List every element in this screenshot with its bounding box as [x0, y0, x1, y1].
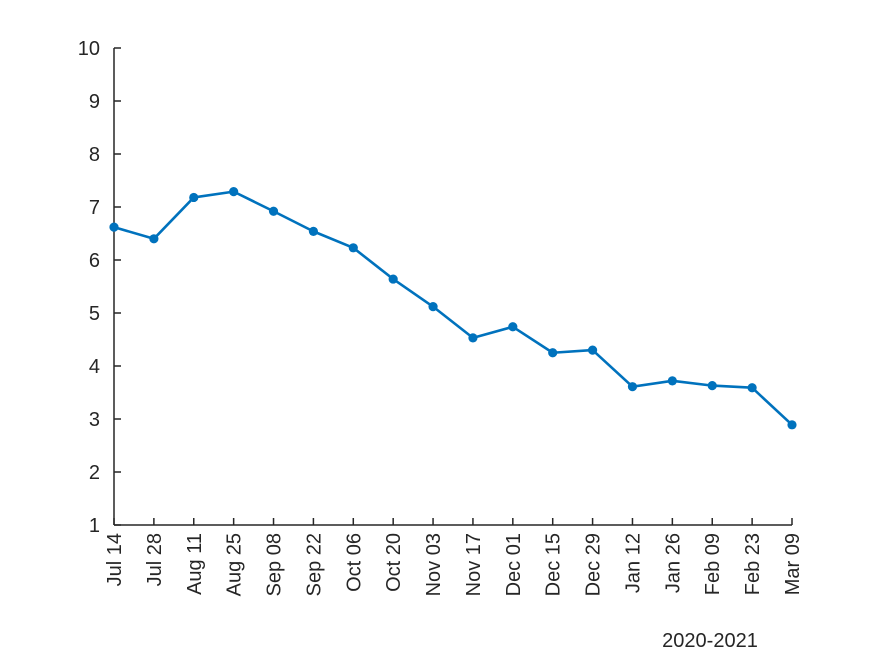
data-point: [308, 226, 319, 236]
series-line: [113, 190, 793, 426]
axes: [113, 48, 792, 526]
y-tick-label: 7: [89, 197, 100, 219]
x-tick-label: Feb 09: [702, 533, 724, 595]
data-point: [707, 381, 717, 391]
x-tick-label: Jan 12: [622, 533, 644, 593]
y-tick-label: 5: [89, 303, 100, 325]
x-tick-label: Dec 29: [583, 533, 605, 596]
data-point: [787, 420, 797, 430]
data-point: [667, 376, 677, 386]
y-tick-label: 1: [89, 515, 100, 537]
x-tick-label: Nov 17: [463, 533, 485, 596]
data-point: [229, 187, 239, 197]
series-group: [109, 187, 797, 430]
data-point: [747, 383, 757, 393]
y-ticks: 1 2 3 4 5 6 7 8 9 10: [78, 38, 121, 537]
y-tick-label: 4: [89, 356, 100, 378]
data-point: [587, 345, 598, 355]
y-tick-label: 8: [89, 144, 100, 166]
data-point: [268, 206, 279, 216]
data-point: [149, 234, 159, 244]
data-point: [468, 333, 478, 343]
data-point: [189, 192, 199, 203]
data-point: [508, 322, 518, 332]
x-tick-label: Nov 03: [423, 533, 445, 596]
x-tick-label: Oct 06: [343, 533, 365, 592]
y-tick-label: 3: [89, 409, 100, 431]
x-tick-label: Jul 28: [144, 533, 166, 586]
x-tick-label: Jul 14: [104, 533, 126, 586]
x-tick-label: Sep 22: [303, 533, 325, 596]
x-tick-label: Aug 25: [224, 533, 246, 596]
x-tick-label: Oct 20: [383, 533, 405, 592]
data-point: [548, 348, 558, 358]
x-tick-label: Aug 11: [184, 533, 206, 595]
data-point: [348, 243, 358, 253]
y-tick-label: 10: [78, 38, 100, 60]
x-tick-label: Sep 08: [264, 533, 286, 596]
x-axis-label: 2020-2021: [662, 630, 758, 652]
x-tick-label: Jan 26: [662, 533, 684, 593]
y-tick-label: 9: [89, 91, 100, 113]
x-ticks: Jul 14 Jul 28 Aug 11 Aug 25 Sep 08 Sep 22 Oct …: [104, 518, 804, 596]
data-point: [627, 382, 638, 392]
y-tick-label: 2: [89, 462, 100, 484]
x-tick-label: Mar 09: [782, 533, 804, 595]
data-point: [388, 274, 398, 284]
x-tick-label: Feb 23: [742, 533, 764, 595]
x-tick-label: Dec 01: [503, 533, 525, 596]
x-tick-label: Dec 15: [543, 533, 565, 596]
data-point: [428, 302, 438, 312]
data-point: [109, 222, 119, 232]
y-tick-label: 6: [89, 250, 100, 272]
